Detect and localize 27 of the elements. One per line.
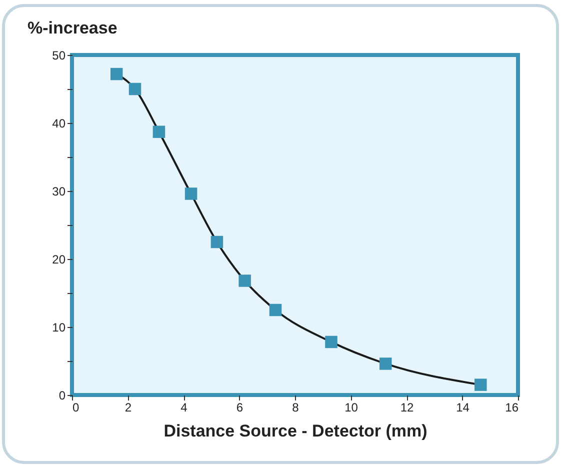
point (152, 126, 166, 138)
y-tick-label: 10 (52, 320, 66, 334)
y-axis-title: %-increase (28, 18, 118, 38)
x-axis-title: Distance Source - Detector (mm) (164, 422, 428, 440)
point (210, 236, 224, 248)
y-tick-label: 50 (52, 48, 66, 62)
point (474, 378, 487, 391)
point (110, 68, 123, 80)
point (379, 358, 392, 370)
x-tick-label: 0 (72, 400, 80, 414)
y-tick-label: 30 (52, 184, 66, 198)
point (269, 304, 282, 316)
y-tick-label: 0 (58, 388, 66, 402)
point (184, 188, 198, 200)
point (128, 82, 142, 96)
x-tick-label: 2 (124, 400, 132, 414)
point (325, 336, 338, 348)
x-tick-label: 14 (456, 400, 470, 414)
y-tick-label: 40 (52, 116, 66, 130)
x-tick-label: 10 (344, 400, 358, 414)
y-tick-label: 20 (52, 252, 66, 266)
x-tick-label: 8 (292, 400, 300, 414)
x-tick-label: 6 (236, 400, 244, 414)
x-tick-label: 16 (505, 400, 519, 414)
x-tick-label: 12 (400, 400, 414, 414)
x-tick-label: 4 (180, 400, 188, 414)
point (238, 274, 251, 287)
